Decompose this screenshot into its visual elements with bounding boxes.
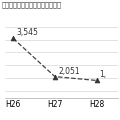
- Text: 過去５年の不正アクセス行為の認: 過去５年の不正アクセス行為の認: [1, 1, 61, 8]
- Text: 2,051: 2,051: [58, 67, 80, 76]
- Text: 1,: 1,: [99, 70, 106, 79]
- Text: 3,545: 3,545: [16, 28, 38, 37]
